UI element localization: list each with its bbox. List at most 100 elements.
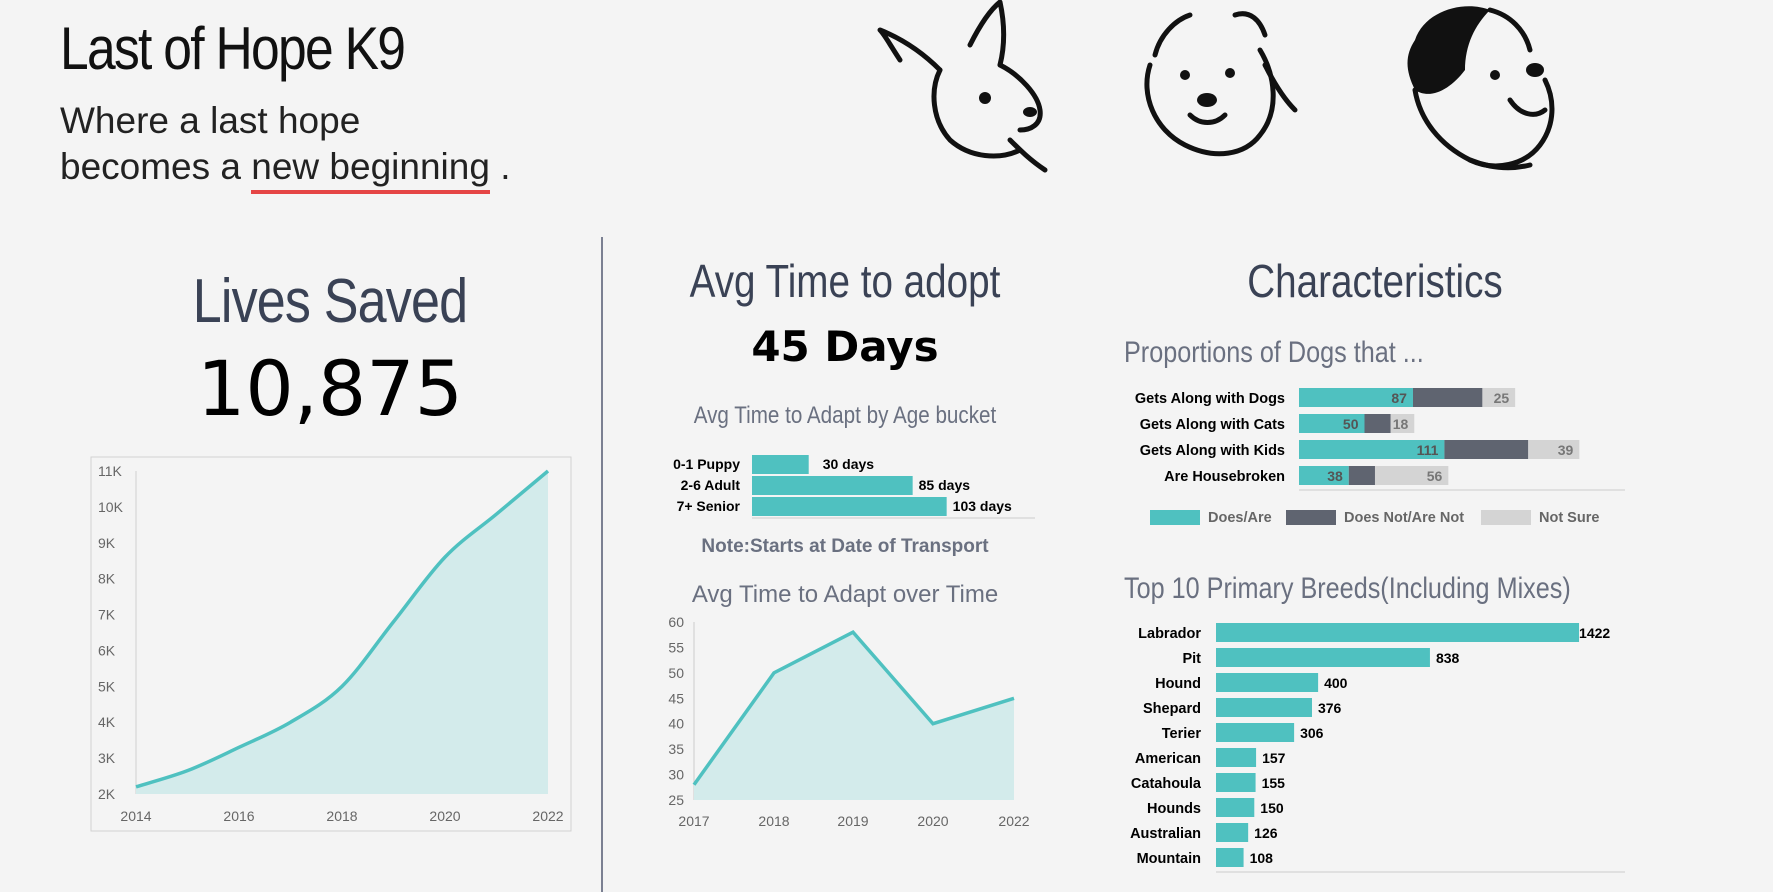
x-tick-label: 2022 xyxy=(998,813,1029,829)
bar xyxy=(1216,798,1255,817)
legend-label: Does Not/Are Not xyxy=(1344,510,1464,526)
category-label: Gets Along with Kids xyxy=(1140,443,1285,459)
data-label: 111 xyxy=(1417,442,1439,458)
data-label: 150 xyxy=(1260,800,1284,816)
age-bucket-chart-title: Avg Time to Adapt by Age bucket xyxy=(693,402,997,429)
tagline-line-1: Where a last hope xyxy=(60,100,361,141)
x-tick-label: 2018 xyxy=(326,808,357,824)
data-label: 306 xyxy=(1300,725,1324,741)
data-label: 56 xyxy=(1427,468,1443,484)
bar-segment xyxy=(1299,414,1365,433)
bar xyxy=(1216,723,1295,742)
bar-segment xyxy=(1348,466,1375,485)
data-label: 39 xyxy=(1558,442,1574,458)
proportions-chart: Gets Along with Dogs 87 25 Gets Along with … xyxy=(1135,388,1625,526)
bar-segment xyxy=(1390,414,1415,433)
category-label: 2-6 Adult xyxy=(681,477,741,493)
avg-time-value: 45 Days xyxy=(751,322,939,371)
bar-segment xyxy=(1444,440,1529,459)
section-divider xyxy=(601,237,603,892)
bar-segment xyxy=(1412,388,1483,407)
data-label: 25 xyxy=(1494,390,1510,406)
bar xyxy=(1216,773,1256,792)
data-label: 126 xyxy=(1254,825,1278,841)
data-label: 376 xyxy=(1318,700,1342,716)
bar xyxy=(1216,623,1580,642)
category-label: 7+ Senior xyxy=(677,498,741,514)
category-label: Terier xyxy=(1162,726,1202,742)
category-label: Australian xyxy=(1130,826,1201,842)
y-tick-label: 10K xyxy=(98,499,124,515)
area-fill xyxy=(136,471,548,794)
tagline-post: . xyxy=(489,146,511,187)
boxer-icon xyxy=(1407,6,1555,171)
category-label: Are Housebroken xyxy=(1164,469,1285,485)
y-tick-label: 9K xyxy=(98,535,116,551)
bar-segment xyxy=(1364,414,1391,433)
y-tick-label: 6K xyxy=(98,642,116,658)
category-label: Labrador xyxy=(1138,626,1201,642)
bar xyxy=(1216,848,1244,867)
data-label: 838 xyxy=(1436,650,1460,666)
data-label: 400 xyxy=(1324,675,1348,691)
bar-segment xyxy=(1299,440,1445,459)
chihuahua-icon xyxy=(877,0,1048,173)
bar-segment xyxy=(1374,466,1449,485)
y-tick-label: 4K xyxy=(98,714,116,730)
category-label: 0-1 Puppy xyxy=(673,456,740,472)
series-line xyxy=(692,629,1015,786)
legend-swatch xyxy=(1286,510,1336,525)
tagline-pre: becomes a xyxy=(60,146,252,187)
dog-illustrations xyxy=(877,0,1555,173)
legend-label: Not Sure xyxy=(1539,510,1599,526)
characteristics-title: Characteristics xyxy=(1247,255,1503,307)
y-tick-label: 40 xyxy=(668,716,684,732)
bar xyxy=(1216,748,1257,767)
time-chart: 25 30 35 40 45 50 55 60 2017 2018 2019 2020 2022 xyxy=(668,614,1029,829)
x-tick-label: 2016 xyxy=(223,808,254,824)
pitbull-icon xyxy=(1144,11,1298,157)
data-label: 18 xyxy=(1393,416,1409,432)
data-label: 50 xyxy=(1343,416,1359,432)
data-label: 1422 xyxy=(1579,625,1610,641)
time-chart-title: Avg Time to Adapt over Time xyxy=(691,581,999,608)
x-tick-label: 2022 xyxy=(532,808,563,824)
y-tick-label: 3K xyxy=(98,750,116,766)
y-tick-label: 8K xyxy=(98,571,116,587)
x-tick-label: 2014 xyxy=(120,808,151,824)
bar-segment xyxy=(1482,388,1516,407)
y-tick-label: 11K xyxy=(98,463,123,479)
y-tick-label: 55 xyxy=(668,639,684,655)
y-tick-label: 50 xyxy=(668,665,684,681)
data-label: 103 days xyxy=(953,498,1012,514)
age-bucket-chart: 0-1 Puppy 30 days 2-6 Adult 85 days 7+ Senio… xyxy=(673,455,1035,519)
category-label: Catahoula xyxy=(1131,776,1202,792)
series-line xyxy=(135,469,550,789)
data-label: 155 xyxy=(1262,775,1286,791)
tagline-highlight: new beginning xyxy=(251,144,490,194)
x-tick-label: 2017 xyxy=(678,813,709,829)
y-tick-label: 7K xyxy=(98,607,116,623)
tagline: Where a last hope becomes a new beginnin… xyxy=(60,98,511,194)
data-label: 157 xyxy=(1262,750,1286,766)
data-label: 108 xyxy=(1250,850,1274,866)
tagline-line-2: becomes a new beginning . xyxy=(60,144,511,194)
brand-title: Last of Hope K9 xyxy=(60,15,406,82)
y-tick-label: 60 xyxy=(668,614,684,630)
lives-saved-title: Lives Saved xyxy=(192,267,468,336)
breeds-chart: Labrador 1422 Pit 838 Hound 400 Shepard 376 Teri… xyxy=(1130,623,1625,873)
data-label: 85 days xyxy=(919,477,971,493)
y-tick-label: 2K xyxy=(98,786,116,802)
bar xyxy=(752,476,913,495)
bar-segment xyxy=(1528,440,1580,459)
note-text: Note:Starts at Date of Transport xyxy=(701,536,989,557)
transport-note: Note:Starts at Date of Transport xyxy=(630,536,1060,558)
legend-swatch xyxy=(1481,510,1531,525)
category-label: Hound xyxy=(1155,676,1201,692)
x-tick-label: 2020 xyxy=(429,808,460,824)
category-label: Gets Along with Dogs xyxy=(1135,391,1285,407)
x-tick-label: 2018 xyxy=(758,813,789,829)
bar xyxy=(752,455,809,474)
category-label: Hounds xyxy=(1147,801,1201,817)
data-label: 30 days xyxy=(823,456,875,472)
